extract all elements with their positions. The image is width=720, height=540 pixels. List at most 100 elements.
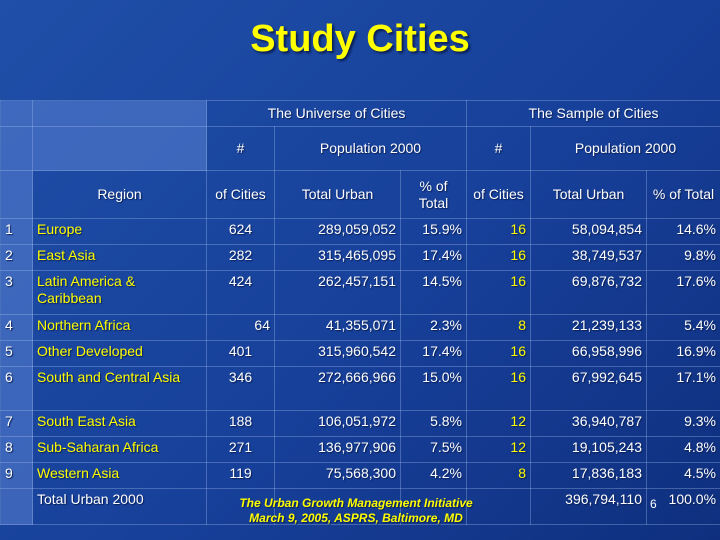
- table-row: 5 Other Developed 401 315,960,542 17.4% …: [0, 340, 720, 367]
- sample-total-urban: 67,992,645: [530, 366, 647, 411]
- region-name: Sub-Saharan Africa: [32, 436, 207, 463]
- footer-line-1: The Urban Growth Management Initiative: [239, 496, 473, 510]
- sample-pct-total: 9.8%: [645, 244, 720, 271]
- universe-pct-total: 17.4%: [400, 340, 467, 367]
- sample-city-count: 12: [466, 410, 531, 437]
- table-row: 9 Western Asia 119 75,568,300 4.2% 8 17,…: [0, 462, 720, 489]
- table-row: 7 South East Asia 188 106,051,972 5.8% 1…: [0, 410, 720, 437]
- universe-total-urban: 136,977,906: [274, 436, 401, 463]
- sample-pct-total: 17.1%: [645, 366, 720, 411]
- sample-total-urban: 17,836,183: [530, 462, 647, 489]
- universe-header: The Universe of Cities: [206, 100, 467, 127]
- sample-pct-total: 5.4%: [645, 314, 720, 341]
- universe-population-header: Population 2000: [274, 126, 467, 171]
- region-name: South and Central Asia: [32, 366, 207, 411]
- universe-total-urban: 75,568,300: [274, 462, 401, 489]
- universe-pct-total: 14.5%: [400, 270, 467, 315]
- region-name: Europe: [32, 218, 207, 245]
- universe-city-count: 624: [206, 218, 275, 245]
- footer-line-2: March 9, 2005, ASPRS, Baltimore, MD: [249, 511, 463, 525]
- sample-city-count: 16: [466, 270, 531, 315]
- universe-city-count: 64: [206, 314, 275, 341]
- universe-total-urban-header: Total Urban: [274, 170, 401, 219]
- total-sample-pct: 100.0%: [645, 488, 720, 525]
- total-row: Total Urban 2000 396,794,110 100.0%: [0, 488, 720, 525]
- row-index: 5: [0, 340, 33, 367]
- sample-population-header: Population 2000: [529, 126, 720, 171]
- sample-city-count: 16: [466, 340, 531, 367]
- row-index: 9: [0, 462, 33, 489]
- region-name: South East Asia: [32, 410, 207, 437]
- table-row: 2 East Asia 282 315,465,095 17.4% 16 38,…: [0, 244, 720, 271]
- footer-caption: The Urban Growth Management Initiative M…: [206, 496, 506, 526]
- row-index: 6: [0, 366, 33, 411]
- sample-total-urban: 58,094,854: [530, 218, 647, 245]
- sample-pct-total: 17.6%: [645, 270, 720, 315]
- universe-total-urban: 106,051,972: [274, 410, 401, 437]
- row-index: 2: [0, 244, 33, 271]
- universe-pct-total: 5.8%: [400, 410, 467, 437]
- sample-city-count: 8: [466, 314, 531, 341]
- sample-city-count: 12: [466, 436, 531, 463]
- universe-total-urban: 315,960,542: [274, 340, 401, 367]
- universe-city-count: 119: [206, 462, 275, 489]
- universe-pct-total: 15.9%: [400, 218, 467, 245]
- universe-city-count: 401: [206, 340, 275, 367]
- region-name: Western Asia: [32, 462, 207, 489]
- table-row: 4 Northern Africa 64 41,355,071 2.3% 8 2…: [0, 314, 720, 341]
- study-cities-table: The Universe of Cities The Sample of Cit…: [0, 100, 720, 525]
- table-row: 3 Latin America & Caribbean 424 262,457,…: [0, 270, 720, 315]
- row-index: 4: [0, 314, 33, 341]
- slide-number: 6: [650, 497, 657, 511]
- table-row: 6 South and Central Asia 346 272,666,966…: [0, 366, 720, 411]
- universe-city-count: 188: [206, 410, 275, 437]
- row-index: 7: [0, 410, 33, 437]
- universe-total-urban: 289,059,052: [274, 218, 401, 245]
- universe-pct-total: 7.5%: [400, 436, 467, 463]
- total-sample-urban: 396,794,110: [530, 488, 647, 525]
- universe-pct-total: 4.2%: [400, 462, 467, 489]
- row-index: 3: [0, 270, 33, 315]
- sample-of-cities-header: of Cities: [466, 170, 531, 219]
- sample-city-count: 16: [466, 244, 531, 271]
- row-index: 1: [0, 218, 33, 245]
- sample-hash: #: [466, 126, 531, 171]
- universe-pct-total-header: % of Total: [400, 170, 467, 219]
- sample-total-urban-header: Total Urban: [530, 170, 647, 219]
- row-index: 8: [0, 436, 33, 463]
- sample-total-urban: 21,239,133: [530, 314, 647, 341]
- sample-total-urban: 36,940,787: [530, 410, 647, 437]
- sample-total-urban: 66,958,996: [530, 340, 647, 367]
- sample-pct-total: 16.9%: [645, 340, 720, 367]
- sample-pct-total: 4.5%: [645, 462, 720, 489]
- region-name: Other Developed: [32, 340, 207, 367]
- table-row: 1 Europe 624 289,059,052 15.9% 16 58,094…: [0, 218, 720, 245]
- universe-city-count: 271: [206, 436, 275, 463]
- universe-pct-total: 2.3%: [400, 314, 467, 341]
- sample-city-count: 16: [466, 366, 531, 411]
- universe-of-cities-header: of Cities: [206, 170, 275, 219]
- universe-total-urban: 262,457,151: [274, 270, 401, 315]
- universe-city-count: 346: [206, 366, 275, 411]
- sample-pct-total: 4.8%: [645, 436, 720, 463]
- region-header: Region: [32, 170, 207, 219]
- universe-hash: #: [206, 126, 275, 171]
- sample-total-urban: 19,105,243: [530, 436, 647, 463]
- sample-header: The Sample of Cities: [465, 100, 720, 127]
- universe-city-count: 424: [206, 270, 275, 315]
- region-name: Latin America & Caribbean: [32, 270, 207, 315]
- page-title: Study Cities: [250, 18, 470, 60]
- sample-total-urban: 69,876,732: [530, 270, 647, 315]
- sample-city-count: 16: [466, 218, 531, 245]
- sample-pct-total-header: % of Total: [645, 170, 720, 219]
- sample-pct-total: 14.6%: [645, 218, 720, 245]
- sample-total-urban: 38,749,537: [530, 244, 647, 271]
- universe-total-urban: 41,355,071: [274, 314, 401, 341]
- universe-city-count: 282: [206, 244, 275, 271]
- region-name: East Asia: [32, 244, 207, 271]
- region-name: Northern Africa: [32, 314, 207, 341]
- total-label: Total Urban 2000: [32, 488, 207, 525]
- universe-pct-total: 17.4%: [400, 244, 467, 271]
- universe-total-urban: 272,666,966: [274, 366, 401, 411]
- sample-city-count: 8: [466, 462, 531, 489]
